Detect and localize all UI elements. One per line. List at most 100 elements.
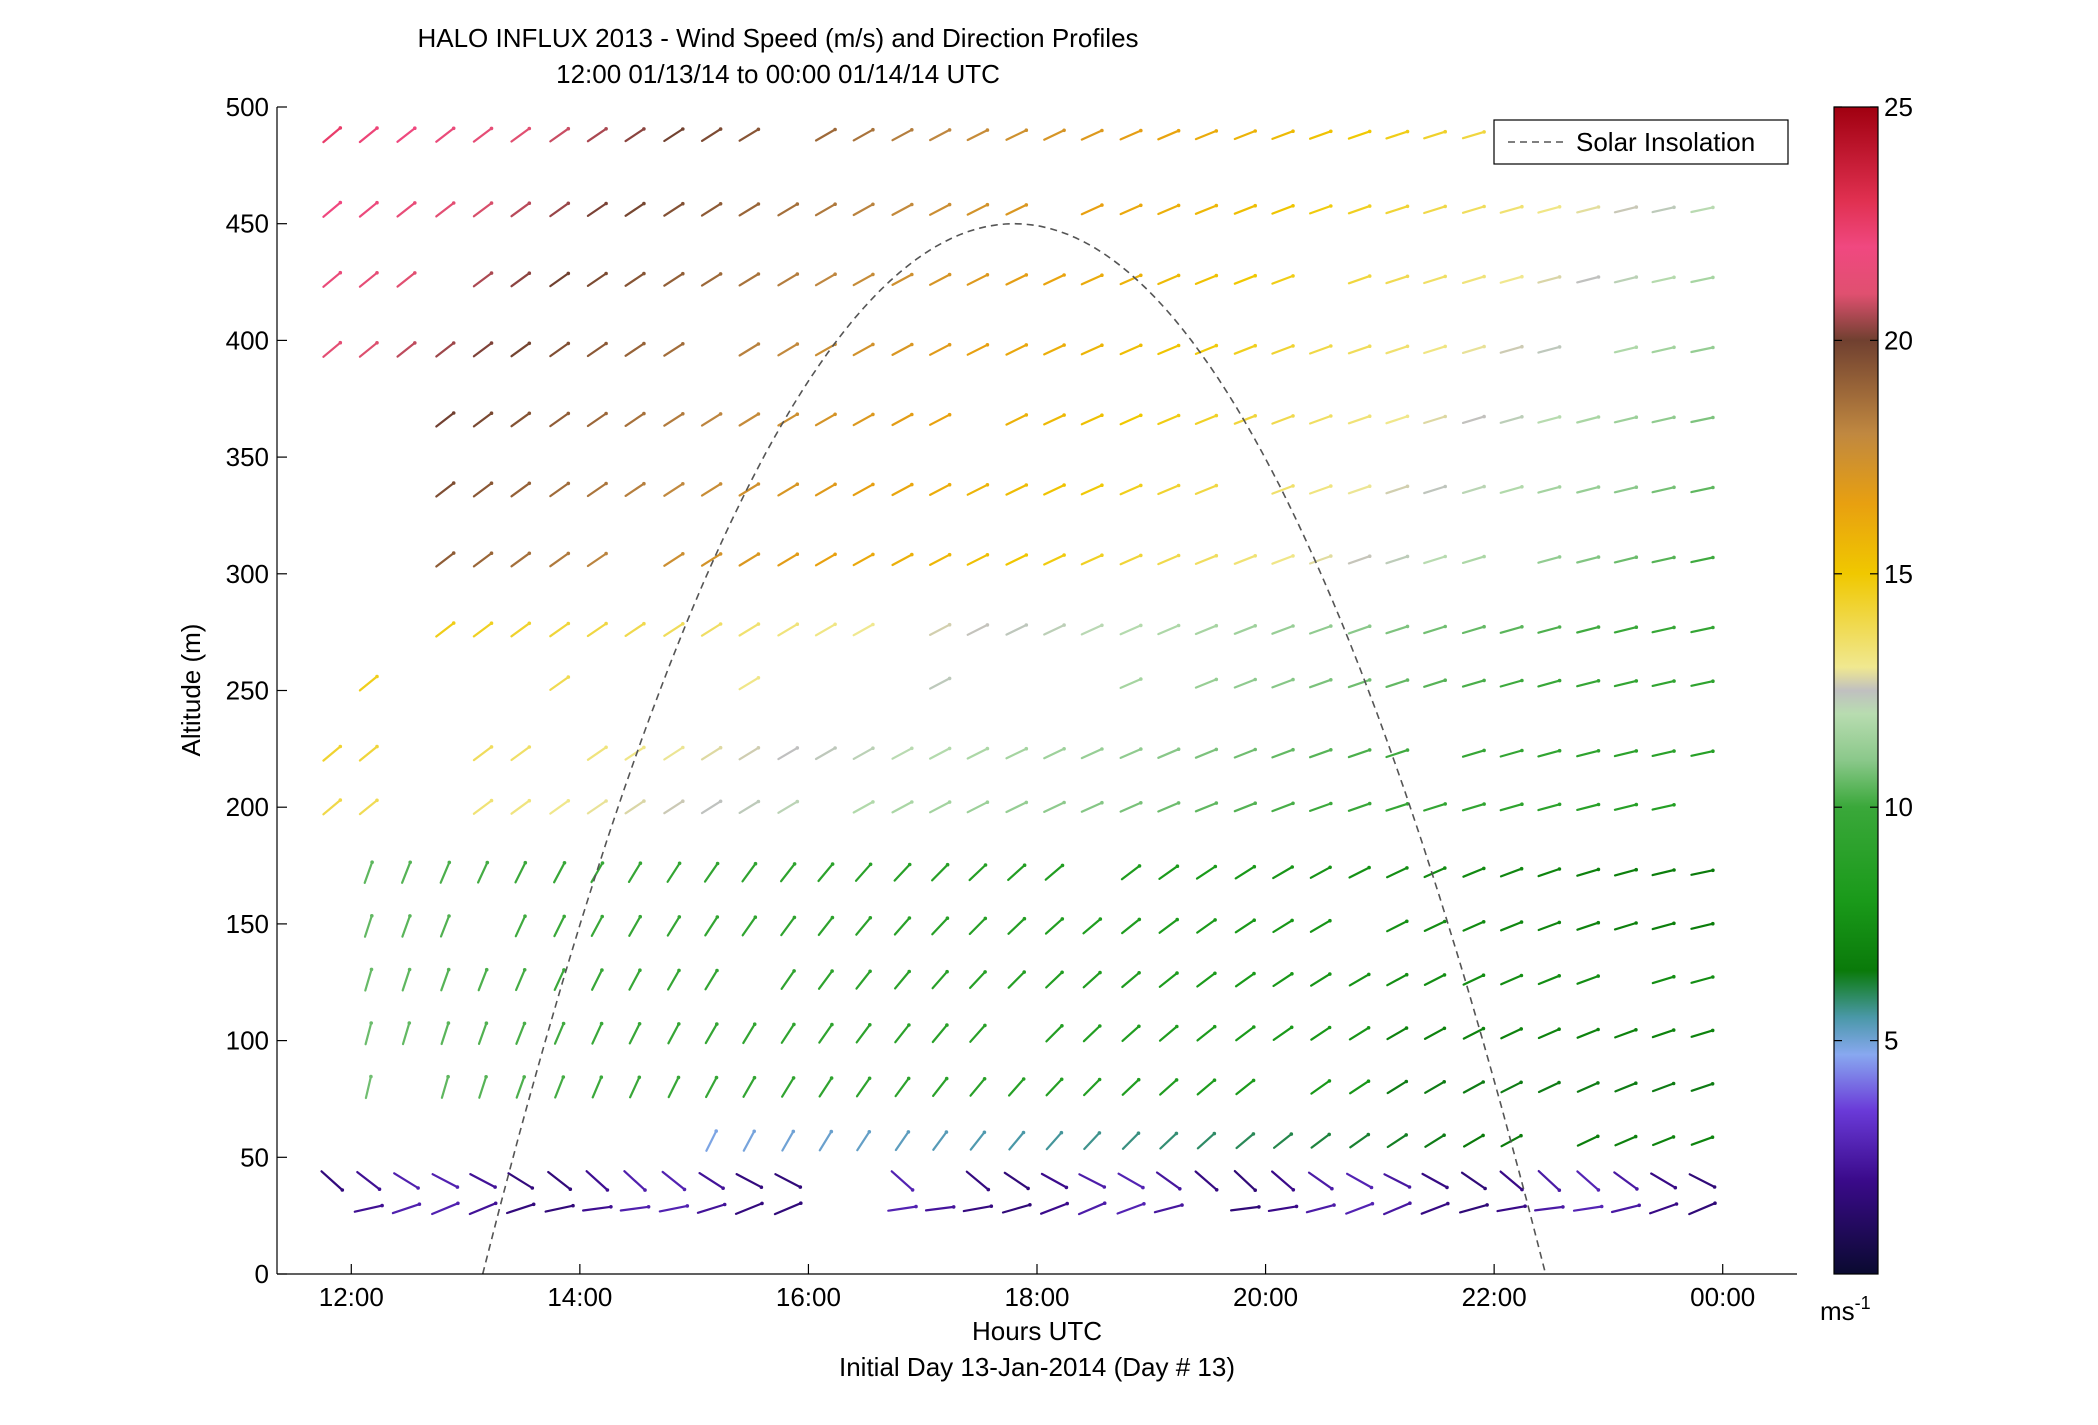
wind-barb-head: [489, 798, 494, 803]
wind-barb-head: [1253, 273, 1257, 278]
wind-barb-head: [1212, 1078, 1217, 1082]
wind-barb: [1272, 865, 1294, 880]
wind-barb-head: [1442, 1133, 1446, 1137]
wind-barb-head: [1519, 1080, 1523, 1085]
wind-barb-head: [413, 126, 417, 130]
wind-barb-head: [1405, 866, 1409, 870]
wind-barb-head: [795, 746, 800, 750]
wind-barb-head: [1214, 273, 1219, 278]
wind-barb-head: [1520, 415, 1524, 419]
colorbar-tick-label: 10: [1884, 792, 1913, 822]
wind-barb: [435, 551, 455, 568]
wind-barb: [818, 1130, 833, 1152]
wind-barb-head: [1289, 1132, 1294, 1136]
wind-barb-head: [1557, 415, 1562, 419]
wind-barb: [814, 413, 837, 427]
wind-barb-head: [830, 1022, 834, 1027]
wind-barb: [1461, 205, 1486, 214]
wind-barb: [663, 202, 684, 217]
wind-barb: [817, 916, 834, 937]
wind-barb: [1158, 1025, 1178, 1042]
wind-barb: [1614, 1135, 1637, 1147]
wind-barb-head: [1251, 1078, 1256, 1083]
wind-barb: [514, 861, 527, 884]
wind-barb: [1233, 554, 1257, 565]
wind-barb: [1613, 346, 1638, 354]
x-tick-label: 12:00: [319, 1282, 384, 1312]
wind-barb-head: [1062, 128, 1066, 133]
wind-barb: [552, 861, 566, 884]
wind-barb-head: [1672, 485, 1676, 490]
wind-barb-head: [1405, 484, 1410, 489]
wind-barb-head: [1711, 679, 1715, 683]
wind-barb: [628, 969, 642, 991]
wind-barb: [1423, 1027, 1446, 1041]
wind-barb: [1008, 1131, 1025, 1151]
wind-barb-head: [489, 341, 494, 345]
wind-barb-head: [1481, 1026, 1486, 1031]
wind-barb: [1272, 972, 1294, 988]
wind-barb: [1080, 274, 1104, 286]
wind-barb-head: [447, 860, 452, 865]
wind-barb: [356, 1170, 381, 1191]
wind-barb: [1576, 415, 1600, 424]
wind-barb: [1271, 414, 1295, 425]
wind-barb: [852, 128, 875, 142]
wind-barb: [619, 1205, 650, 1212]
wind-barb-head: [795, 622, 800, 626]
wind-barb-head: [1289, 1025, 1294, 1030]
wind-barb: [1005, 273, 1028, 286]
wind-barb: [1157, 801, 1180, 813]
wind-barb-head: [677, 968, 681, 973]
wind-barb-head: [715, 915, 720, 919]
wind-barb-head: [1327, 1079, 1332, 1083]
wind-barb: [358, 341, 379, 358]
wind-barb: [1385, 866, 1409, 879]
wind-barb-head: [1520, 625, 1524, 629]
wind-barb: [1348, 866, 1371, 879]
wind-barb: [554, 1075, 565, 1099]
wind-barb-head: [756, 676, 761, 680]
wind-barb: [549, 127, 570, 143]
wind-barb-head: [1367, 204, 1372, 208]
y-axis-ticks: 0 50 100 150 200 250 300 350 400 450 500: [226, 92, 287, 1289]
wind-barb-head: [868, 969, 872, 974]
wind-barb: [704, 915, 719, 937]
wind-barb: [1119, 747, 1142, 760]
wind-barb-head: [375, 798, 379, 803]
wind-barb-head: [795, 799, 800, 804]
wind-barb-head: [756, 482, 761, 486]
wind-barb: [1005, 553, 1028, 566]
wind-barb-head: [983, 970, 987, 974]
wind-barb: [586, 482, 608, 498]
wind-barb-head: [985, 128, 990, 132]
wind-barb-head: [1711, 975, 1715, 979]
wind-barb: [856, 1130, 871, 1152]
wind-barb: [1651, 486, 1676, 494]
wind-barb: [1194, 678, 1218, 689]
wind-barb-head: [1214, 677, 1219, 682]
wind-barb-head: [375, 271, 379, 275]
x-axis-sublabel: Initial Day 13-Jan-2014 (Day # 13): [839, 1352, 1235, 1382]
wind-barb: [553, 968, 566, 992]
wind-barb-head: [1100, 553, 1104, 557]
wind-barb-head: [1257, 1205, 1261, 1209]
colorbar-tick-label: 20: [1884, 325, 1913, 355]
wind-barb-head: [871, 412, 875, 417]
wind-barb-head: [1329, 344, 1333, 348]
x-tick-label: 14:00: [547, 1282, 612, 1312]
wind-barb-head: [1290, 972, 1294, 976]
wind-barb-head: [1214, 623, 1219, 628]
wind-barb: [742, 1076, 756, 1098]
wind-barb: [1119, 344, 1142, 356]
wind-barb-head: [1060, 863, 1065, 868]
wind-barb-head: [1557, 920, 1562, 925]
wind-barb: [628, 1022, 641, 1045]
wind-barb: [1461, 555, 1486, 565]
wind-barb: [322, 341, 342, 358]
wind-barb: [1537, 345, 1561, 354]
wind-barb-head: [1637, 1203, 1641, 1208]
wind-barb: [1157, 274, 1180, 286]
wind-barb: [1537, 625, 1561, 634]
wind-barb: [439, 914, 451, 938]
